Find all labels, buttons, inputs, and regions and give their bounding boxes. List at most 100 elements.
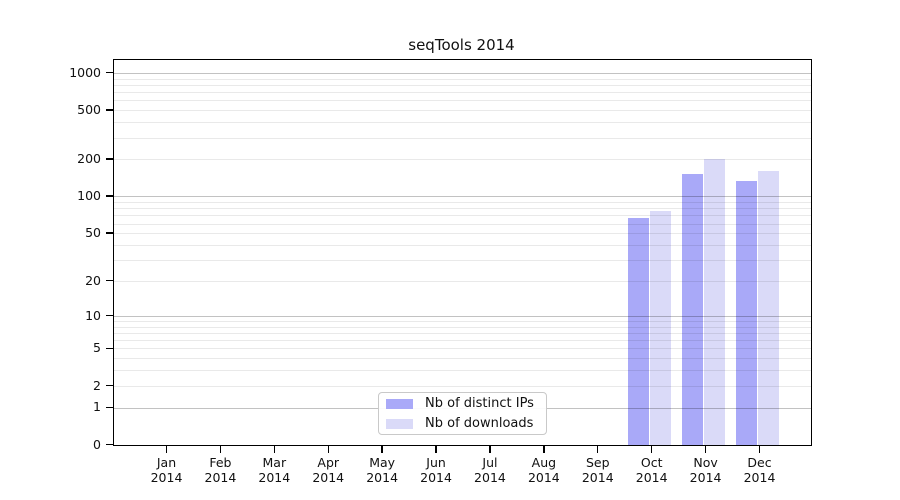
x-axis-label-line: 2014 — [312, 470, 345, 485]
bar-oct-distinct-ips — [628, 217, 650, 445]
y-axis-label-1000: 1000 — [69, 64, 101, 80]
x-axis-label-nov: Nov 2014 — [679, 455, 733, 485]
x-axis-label-mar: Mar 2014 — [247, 455, 301, 485]
gridline-minor-600 — [114, 100, 811, 102]
x-axis-label-sep: Sep 2014 — [571, 455, 625, 485]
x-axis-tick-jan — [165, 445, 168, 453]
chart-title: seqTools 2014 — [408, 36, 515, 54]
x-axis-tick-dec — [758, 445, 761, 453]
gridline-major-10 — [114, 315, 811, 317]
x-axis-label-line: Oct — [640, 455, 663, 470]
gridline-minor-2 — [114, 385, 811, 387]
x-axis-label-line: Jul — [482, 455, 498, 470]
x-axis-label-line: 2014 — [474, 470, 506, 485]
gridline-minor-6 — [114, 340, 811, 342]
x-axis-label-line: Mar — [262, 455, 287, 470]
y-axis-tick-100 — [106, 195, 113, 197]
y-axis-tick-10 — [106, 314, 113, 317]
x-axis-label-line: Nov — [693, 455, 718, 470]
y-axis-tick-500 — [106, 109, 113, 111]
x-axis-label-oct: Oct 2014 — [625, 455, 679, 485]
bar-oct-downloads — [650, 211, 672, 445]
x-axis-label-line: Apr — [317, 455, 340, 470]
y-axis-tick-1000 — [106, 71, 113, 74]
y-axis-tick-0 — [106, 444, 113, 446]
gridline-minor-60 — [114, 223, 811, 225]
gridline-minor-200 — [114, 159, 811, 161]
y-axis-label-0: 0 — [93, 436, 101, 452]
y-axis-tick-50 — [106, 232, 113, 234]
gridline-minor-70 — [114, 215, 811, 217]
y-axis-label-10: 10 — [85, 307, 101, 323]
x-axis-label-jan: Jan 2014 — [140, 455, 194, 485]
x-axis-label-line: 2014 — [258, 470, 291, 485]
gridline-minor-500 — [114, 110, 811, 112]
gridline-minor-5 — [114, 348, 811, 350]
gridline-minor-8 — [114, 326, 811, 328]
y-axis-tick-2 — [106, 384, 113, 387]
y-axis-label-20: 20 — [85, 272, 101, 288]
legend: Nb of distinct IPs Nb of downloads — [378, 392, 547, 435]
bar-dec-downloads — [758, 170, 779, 445]
x-axis-label-line: 2014 — [743, 470, 776, 485]
legend-label-distinct-ips: Nb of distinct IPs — [425, 396, 534, 411]
x-axis-tick-jun — [435, 445, 437, 453]
x-axis-tick-nov — [704, 445, 707, 453]
gridline-minor-4 — [114, 358, 811, 360]
y-axis-label-100: 100 — [77, 188, 101, 204]
x-axis-label-line: 2014 — [581, 470, 614, 485]
x-axis-tick-aug — [543, 445, 545, 453]
y-axis-label-1: 1 — [93, 399, 101, 415]
x-axis-label-line: 2014 — [689, 470, 722, 485]
legend-label-downloads: Nb of downloads — [425, 416, 534, 431]
x-axis-label-line: 2014 — [366, 470, 399, 485]
gridline-minor-700 — [114, 92, 811, 94]
gridline-minor-20 — [114, 281, 811, 282]
x-axis-tick-feb — [219, 445, 222, 453]
y-axis-tick-20 — [106, 280, 113, 282]
y-axis-label-50: 50 — [85, 224, 101, 240]
y-axis-label-500: 500 — [77, 101, 101, 117]
legend-entry-downloads: Nb of downloads — [379, 416, 546, 431]
x-axis-label-line: 2014 — [204, 470, 237, 485]
gridline-minor-40 — [114, 244, 811, 246]
x-axis-tick-sep — [597, 445, 599, 453]
y-axis-tick-200 — [106, 158, 113, 160]
x-axis-tick-jul — [489, 445, 491, 453]
y-axis-label-2: 2 — [93, 377, 101, 393]
y-axis-label-5: 5 — [93, 340, 101, 356]
x-axis-tick-apr — [327, 445, 329, 453]
legend-swatch-distinct-ips — [386, 398, 413, 409]
x-axis-label-line: Jan — [156, 455, 177, 470]
x-axis-label-jul: Jul 2014 — [463, 455, 517, 485]
x-axis-label-line: Sep — [585, 455, 610, 470]
y-axis-label-200: 200 — [77, 151, 101, 167]
y-axis-tick-1 — [106, 406, 113, 409]
bar-nov-downloads — [704, 159, 726, 445]
x-axis-label-jun: Jun 2014 — [409, 455, 463, 485]
bar-nov-distinct-ips — [682, 174, 704, 445]
gridline-major-100 — [114, 196, 811, 198]
x-axis-label-dec: Dec 2014 — [733, 455, 787, 485]
x-axis-tick-mar — [273, 445, 275, 453]
x-axis-label-line: Dec — [747, 455, 772, 470]
x-axis-label-line: May — [369, 455, 396, 470]
x-axis-label-line: Aug — [531, 455, 557, 470]
legend-entry-distinct-ips: Nb of distinct IPs — [379, 396, 546, 411]
gridline-minor-900 — [114, 78, 811, 80]
plot-area — [113, 59, 812, 446]
x-axis-tick-oct — [650, 445, 653, 453]
legend-swatch-downloads — [386, 418, 413, 429]
gridline-major-1000 — [114, 72, 811, 74]
gridline-minor-80 — [114, 208, 811, 210]
x-axis-label-line: Feb — [209, 455, 232, 470]
gridline-minor-90 — [114, 202, 811, 204]
x-axis-label-feb: Feb 2014 — [193, 455, 247, 485]
x-axis-label-aug: Aug 2014 — [517, 455, 571, 485]
gridline-minor-30 — [114, 260, 811, 262]
gridline-minor-3 — [114, 370, 811, 372]
x-axis-label-may: May 2014 — [355, 455, 409, 485]
x-axis-label-line: 2014 — [420, 470, 452, 485]
y-axis-tick-5 — [106, 347, 113, 349]
